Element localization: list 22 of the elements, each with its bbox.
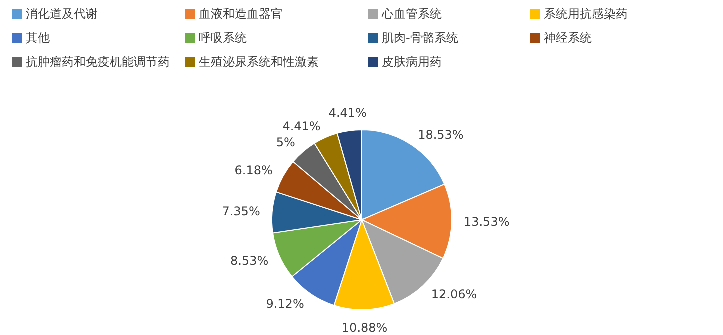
data-label: 5% bbox=[276, 136, 296, 150]
legend-label: 抗肿瘤药和免疫机能调节药 bbox=[26, 55, 170, 69]
data-label: 9.12% bbox=[266, 297, 304, 312]
legend-label: 神经系统 bbox=[544, 31, 592, 45]
data-label: 4.41% bbox=[328, 106, 367, 120]
data-label: 10.88% bbox=[342, 320, 388, 335]
legend-label: 肌肉-骨骼系统 bbox=[382, 31, 458, 45]
legend-label: 系统用抗感染药 bbox=[544, 7, 628, 21]
data-label: 13.53% bbox=[464, 214, 510, 229]
data-label: 4.41% bbox=[282, 120, 321, 134]
legend-label: 皮肤病用药 bbox=[382, 55, 442, 69]
data-label: 8.53% bbox=[230, 254, 269, 268]
data-label: 18.53% bbox=[418, 128, 464, 142]
legend-label: 呼吸系统 bbox=[199, 31, 247, 45]
legend-label: 其他 bbox=[26, 31, 50, 45]
data-label: 7.35% bbox=[222, 204, 260, 219]
legend-label: 心血管系统 bbox=[381, 7, 442, 21]
data-label: 12.06% bbox=[431, 288, 478, 302]
legend-label: 血液和造血器官 bbox=[199, 7, 283, 21]
data-label: 6.18% bbox=[234, 163, 273, 178]
legend-label: 消化道及代谢 bbox=[26, 7, 98, 21]
legend-label: 生殖泌尿系统和性激素 bbox=[199, 55, 319, 69]
